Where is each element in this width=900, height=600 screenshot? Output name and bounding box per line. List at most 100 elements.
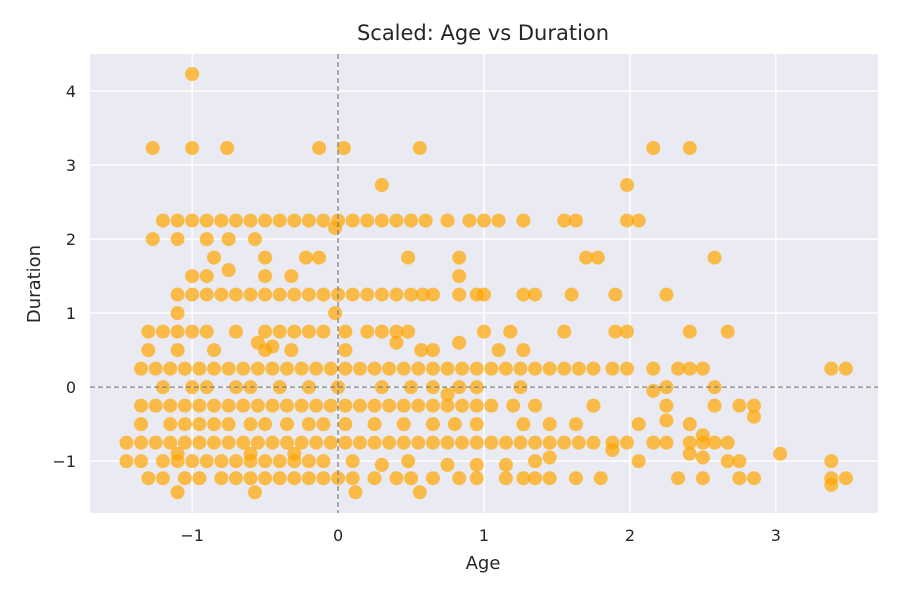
data-point (177, 398, 192, 413)
data-point (199, 454, 214, 469)
data-point (207, 250, 222, 265)
data-point (586, 361, 601, 376)
data-point (498, 361, 513, 376)
data-point (272, 324, 287, 339)
data-point (258, 269, 273, 284)
data-point (177, 361, 192, 376)
data-point (207, 343, 222, 358)
data-point (163, 361, 178, 376)
data-points (119, 66, 853, 500)
data-point (323, 361, 338, 376)
data-point (671, 471, 686, 486)
data-point (199, 232, 214, 247)
data-point (228, 213, 243, 228)
data-point (287, 324, 302, 339)
data-point (250, 335, 265, 350)
data-point (214, 287, 229, 302)
data-point (707, 398, 722, 413)
data-point (425, 287, 440, 302)
data-point (659, 413, 674, 428)
data-point (301, 471, 316, 486)
data-point (328, 306, 343, 321)
data-point (185, 324, 200, 339)
data-point (316, 324, 331, 339)
data-point (411, 361, 426, 376)
data-point (695, 450, 710, 465)
data-point (659, 287, 674, 302)
data-point (440, 435, 455, 450)
data-point (396, 435, 411, 450)
data-point (440, 387, 455, 402)
x-tick-label: 3 (771, 526, 781, 545)
data-point (265, 339, 280, 354)
data-point (824, 361, 839, 376)
data-point (155, 213, 170, 228)
data-point (382, 361, 397, 376)
data-point (484, 361, 499, 376)
data-point (695, 361, 710, 376)
data-point (243, 446, 258, 461)
data-point (440, 457, 455, 472)
data-point (682, 417, 697, 432)
data-point (170, 343, 185, 358)
data-point (243, 471, 258, 486)
data-point (440, 213, 455, 228)
data-point (389, 287, 404, 302)
data-point (498, 471, 513, 486)
data-point (411, 398, 426, 413)
data-point (682, 446, 697, 461)
data-point (280, 417, 294, 432)
data-point (134, 454, 149, 469)
data-point (695, 471, 710, 486)
data-point (287, 446, 302, 461)
data-point (401, 454, 416, 469)
data-point (542, 471, 557, 486)
data-point (404, 287, 419, 302)
data-point (452, 269, 467, 284)
data-point (134, 435, 149, 450)
data-point (185, 269, 200, 284)
data-point (328, 220, 343, 235)
data-point (411, 435, 426, 450)
data-point (247, 232, 262, 247)
data-point (838, 361, 853, 376)
data-point (412, 485, 427, 500)
data-point (214, 213, 229, 228)
data-point (119, 435, 134, 450)
data-point (593, 471, 608, 486)
data-point (469, 457, 484, 472)
data-point (134, 361, 149, 376)
data-point (564, 287, 579, 302)
data-point (659, 435, 674, 450)
data-point (301, 454, 316, 469)
data-point (236, 398, 251, 413)
data-point (440, 361, 455, 376)
data-point (542, 417, 557, 432)
data-point (250, 398, 265, 413)
data-point (477, 287, 491, 302)
data-point (824, 454, 839, 469)
x-tick-label: 2 (625, 526, 635, 545)
y-tick-label: 1 (66, 304, 76, 323)
data-point (336, 141, 351, 156)
data-point (221, 417, 236, 432)
data-point (389, 324, 404, 339)
data-point (177, 417, 192, 432)
data-point (294, 435, 309, 450)
data-point (148, 435, 163, 450)
data-point (170, 287, 185, 302)
data-point (214, 471, 229, 486)
data-point (720, 324, 735, 339)
data-point (352, 398, 367, 413)
data-point (682, 435, 697, 450)
data-point (396, 361, 411, 376)
data-point (287, 213, 302, 228)
data-point (258, 454, 273, 469)
y-tick-label: 4 (66, 82, 76, 101)
data-point (323, 398, 338, 413)
data-point (367, 417, 382, 432)
data-point (258, 250, 273, 265)
data-point (732, 398, 747, 413)
data-point (134, 398, 149, 413)
data-point (265, 398, 280, 413)
